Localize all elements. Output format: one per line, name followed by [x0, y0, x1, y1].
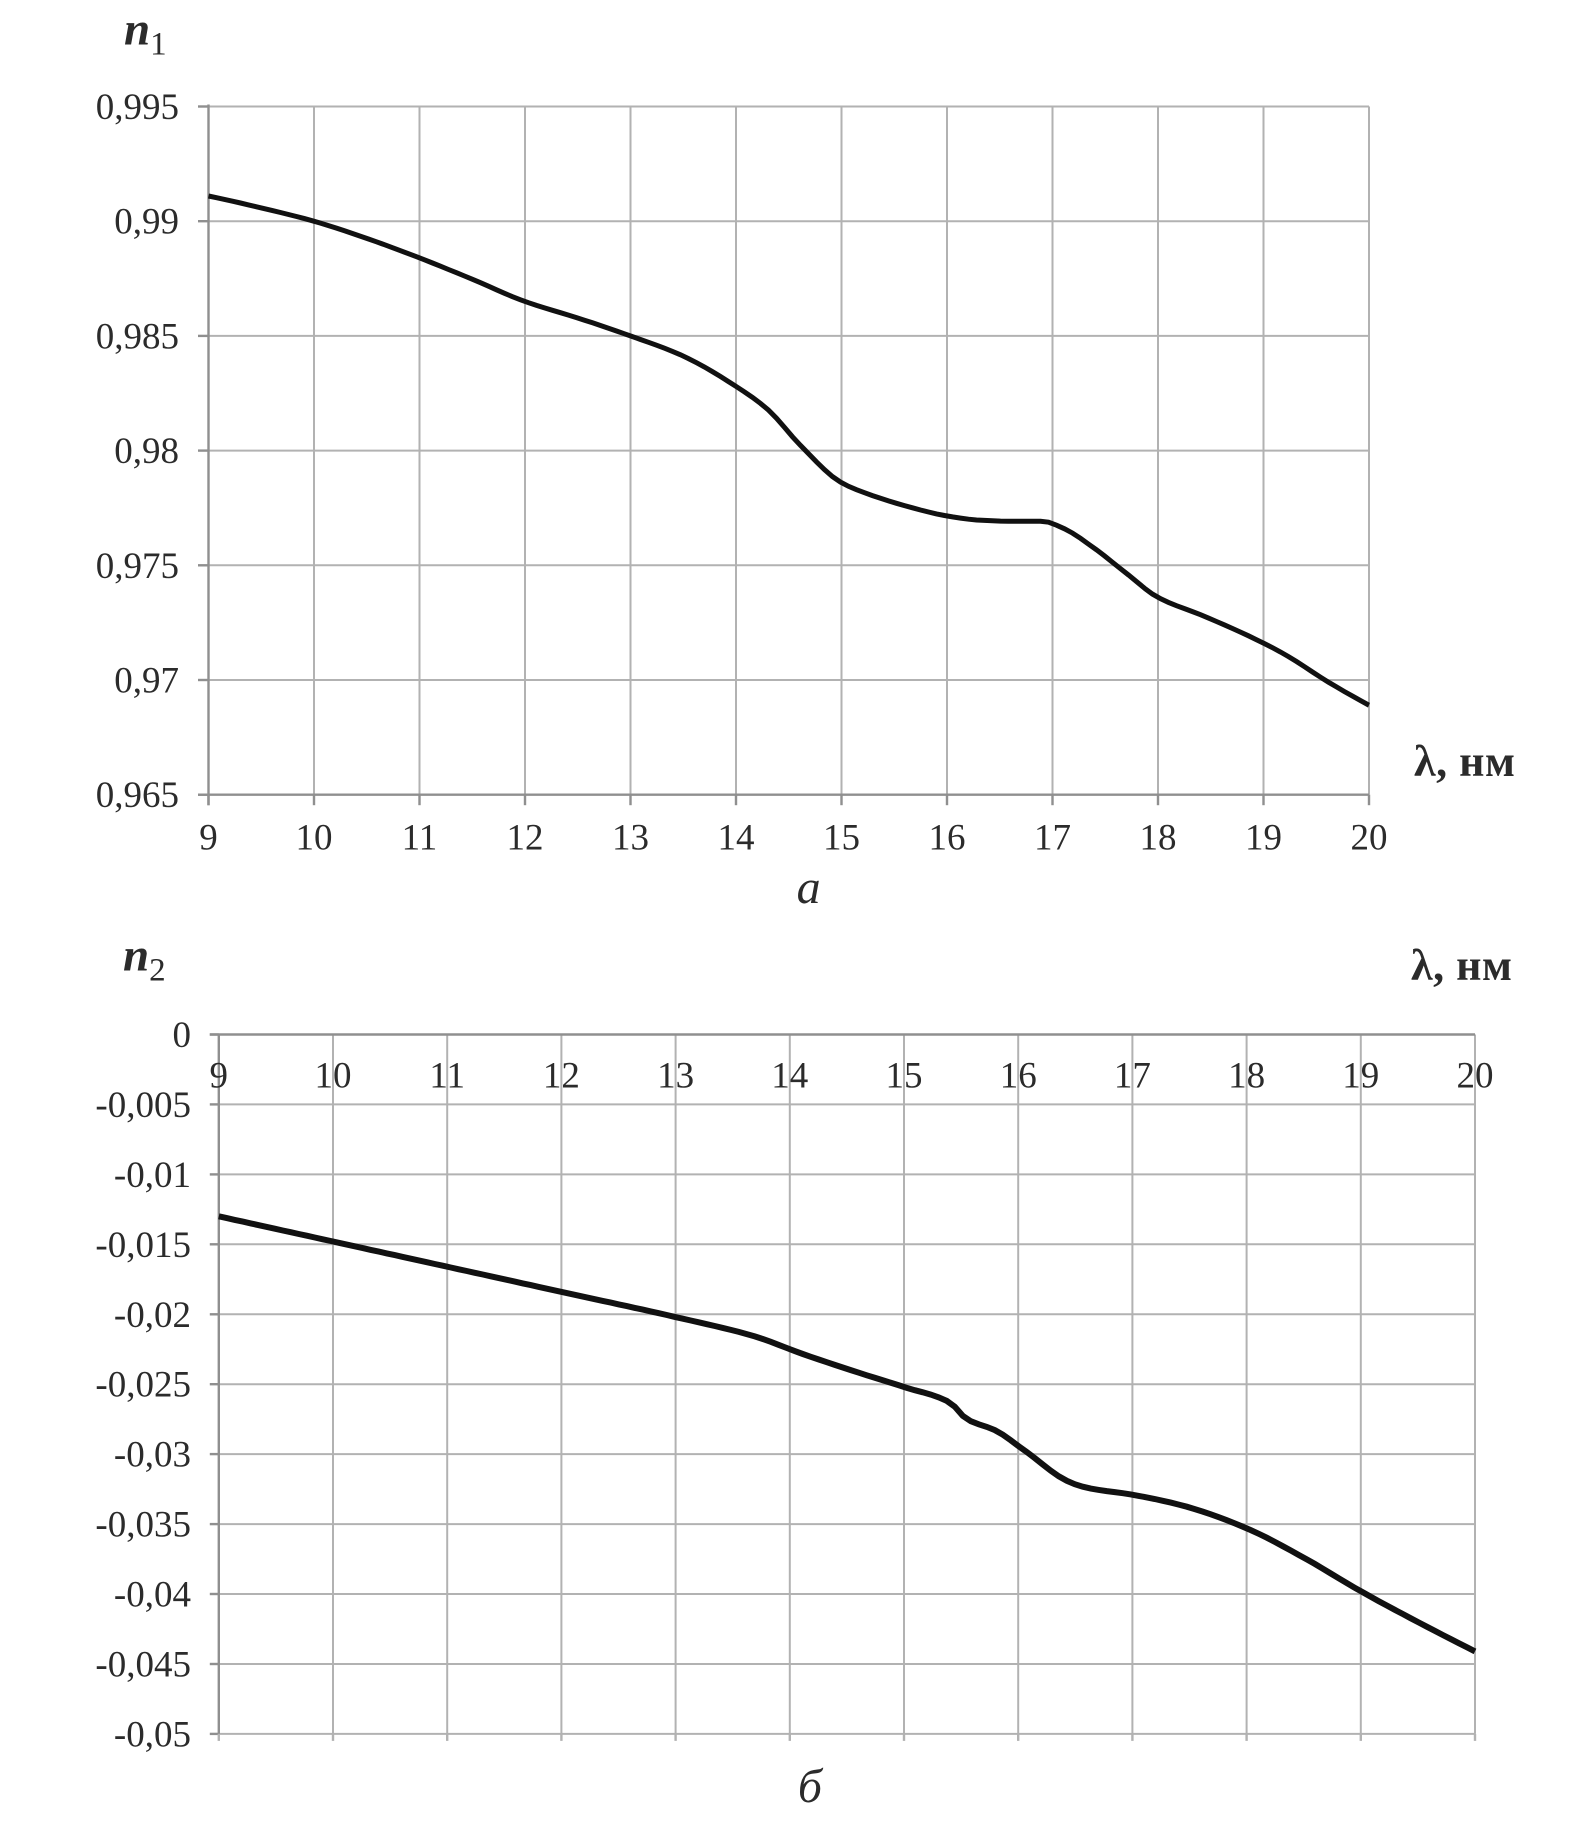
svg-text:15: 15 — [823, 818, 860, 859]
svg-text:12: 12 — [507, 818, 544, 859]
svg-text:10: 10 — [296, 818, 333, 859]
svg-text:-0,025: -0,025 — [95, 1365, 191, 1406]
svg-text:а: а — [797, 861, 821, 914]
svg-text:-0,04: -0,04 — [114, 1575, 191, 1616]
svg-text:17: 17 — [1034, 818, 1071, 859]
svg-text:0,995: 0,995 — [96, 87, 179, 128]
svg-text:-0,015: -0,015 — [95, 1225, 191, 1266]
svg-text:-0,02: -0,02 — [114, 1295, 191, 1336]
svg-text:13: 13 — [657, 1056, 694, 1097]
svg-text:19: 19 — [1342, 1056, 1379, 1097]
svg-text:19: 19 — [1245, 818, 1282, 859]
svg-text:0,97: 0,97 — [114, 661, 179, 702]
svg-text:12: 12 — [543, 1056, 580, 1097]
svg-text:9: 9 — [199, 818, 218, 859]
svg-text:-0,01: -0,01 — [114, 1155, 191, 1196]
svg-text:18: 18 — [1228, 1056, 1265, 1097]
svg-text:15: 15 — [886, 1056, 923, 1097]
svg-text:20: 20 — [1351, 818, 1388, 859]
svg-text:-0,05: -0,05 — [114, 1714, 191, 1755]
svg-text:-0,03: -0,03 — [114, 1435, 191, 1476]
svg-text:-0,035: -0,035 — [95, 1505, 191, 1546]
svg-text:λ, нм: λ, нм — [1411, 941, 1512, 990]
svg-text:13: 13 — [612, 818, 649, 859]
svg-text:16: 16 — [1000, 1056, 1037, 1097]
svg-text:0,98: 0,98 — [114, 431, 179, 472]
svg-text:0,99: 0,99 — [114, 202, 179, 243]
svg-text:14: 14 — [771, 1056, 808, 1097]
svg-text:20: 20 — [1457, 1056, 1494, 1097]
svg-text:0,975: 0,975 — [96, 546, 179, 587]
svg-text:-0,005: -0,005 — [95, 1085, 191, 1126]
svg-text:11: 11 — [429, 1056, 465, 1097]
svg-text:11: 11 — [402, 818, 438, 859]
svg-text:0: 0 — [173, 1015, 192, 1056]
svg-text:б: б — [798, 1760, 824, 1813]
svg-text:-0,045: -0,045 — [95, 1645, 191, 1686]
svg-text:18: 18 — [1140, 818, 1177, 859]
svg-text:16: 16 — [929, 818, 966, 859]
svg-text:0,965: 0,965 — [96, 775, 179, 816]
svg-text:λ, нм: λ, нм — [1414, 737, 1515, 786]
svg-text:0,985: 0,985 — [96, 316, 179, 357]
svg-text:9: 9 — [210, 1056, 229, 1097]
svg-text:17: 17 — [1114, 1056, 1151, 1097]
svg-text:10: 10 — [315, 1056, 352, 1097]
svg-text:14: 14 — [718, 818, 755, 859]
